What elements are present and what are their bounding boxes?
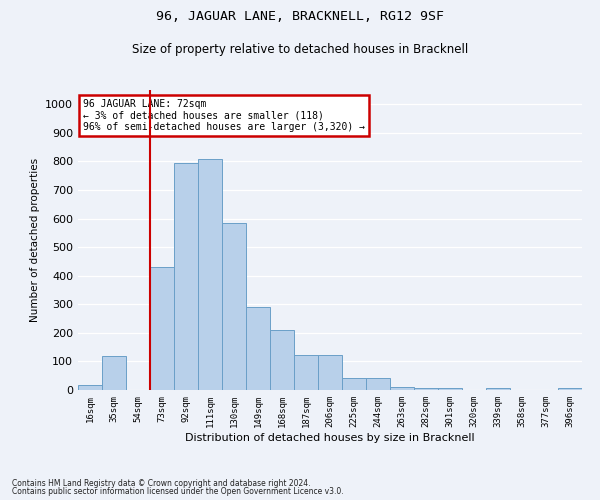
Bar bbox=[102, 356, 126, 390]
Bar bbox=[78, 385, 102, 390]
Bar bbox=[390, 386, 414, 390]
Bar bbox=[246, 307, 270, 390]
Bar bbox=[198, 159, 222, 390]
Bar bbox=[270, 330, 294, 390]
Bar bbox=[342, 378, 366, 390]
Text: Size of property relative to detached houses in Bracknell: Size of property relative to detached ho… bbox=[132, 42, 468, 56]
Y-axis label: Number of detached properties: Number of detached properties bbox=[29, 158, 40, 322]
Bar bbox=[150, 267, 174, 390]
Bar bbox=[558, 388, 582, 390]
Bar bbox=[294, 355, 318, 390]
Text: Contains HM Land Registry data © Crown copyright and database right 2024.: Contains HM Land Registry data © Crown c… bbox=[12, 478, 311, 488]
Bar bbox=[414, 388, 438, 390]
Bar bbox=[438, 388, 462, 390]
Text: Contains public sector information licensed under the Open Government Licence v3: Contains public sector information licen… bbox=[12, 487, 344, 496]
X-axis label: Distribution of detached houses by size in Bracknell: Distribution of detached houses by size … bbox=[185, 432, 475, 442]
Bar bbox=[318, 355, 342, 390]
Bar bbox=[366, 378, 390, 390]
Bar bbox=[174, 163, 198, 390]
Bar bbox=[222, 223, 246, 390]
Bar bbox=[486, 388, 510, 390]
Text: 96 JAGUAR LANE: 72sqm
← 3% of detached houses are smaller (118)
96% of semi-deta: 96 JAGUAR LANE: 72sqm ← 3% of detached h… bbox=[83, 99, 365, 132]
Text: 96, JAGUAR LANE, BRACKNELL, RG12 9SF: 96, JAGUAR LANE, BRACKNELL, RG12 9SF bbox=[156, 10, 444, 23]
